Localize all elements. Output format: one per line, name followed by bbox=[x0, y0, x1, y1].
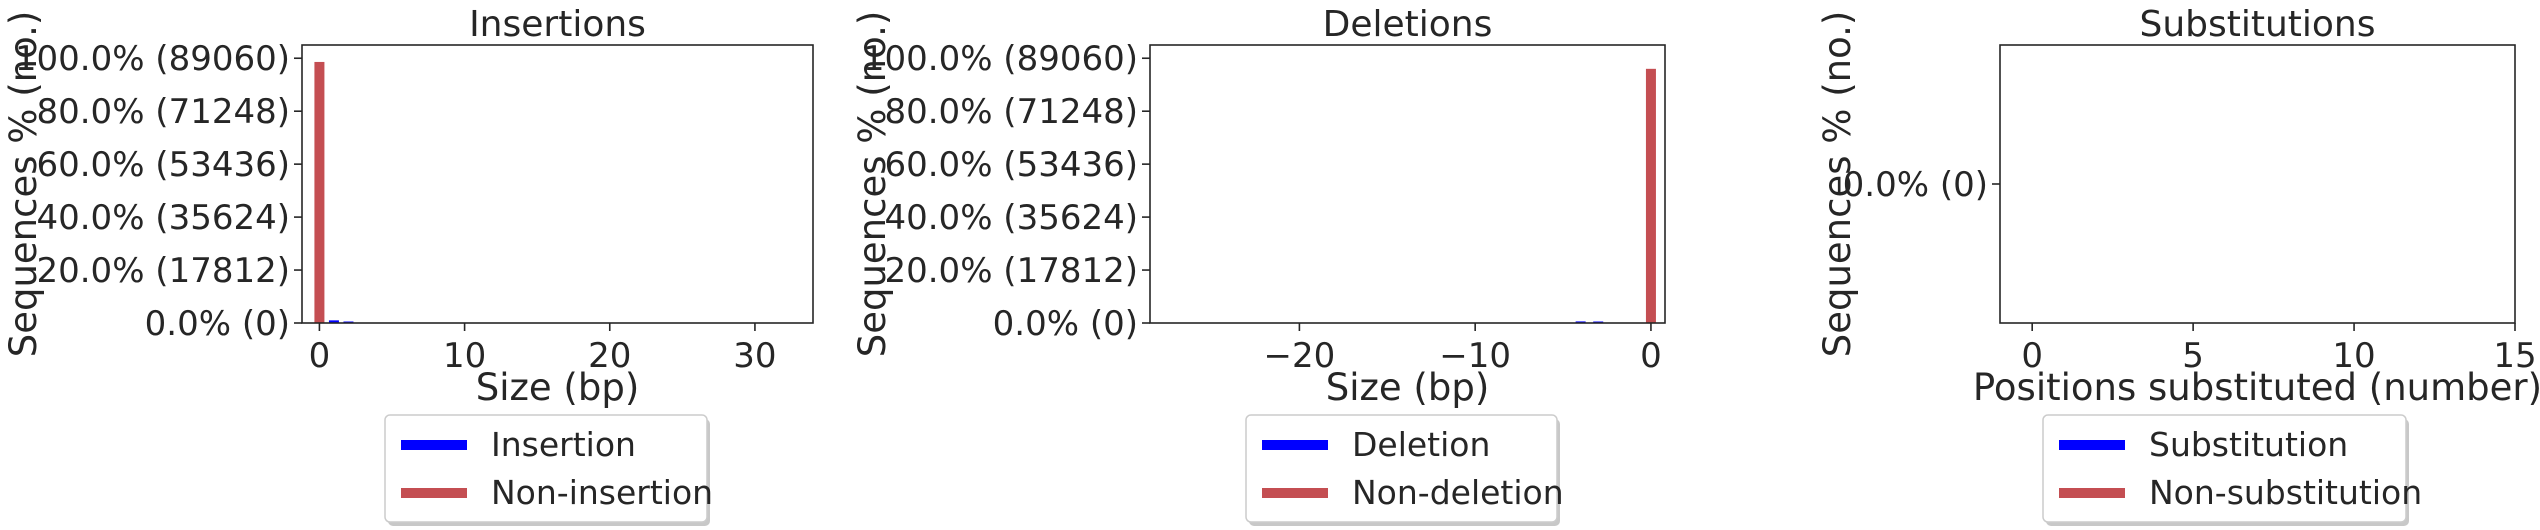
x-axis-label: Size (bp) bbox=[476, 366, 640, 409]
x-tick-label: 5 bbox=[2182, 336, 2204, 376]
y-tick-label: 80.0% (71248) bbox=[36, 92, 290, 132]
plot-area bbox=[301, 44, 814, 324]
y-tick-label: 0.0% (0) bbox=[993, 304, 1138, 344]
plot-area bbox=[1999, 44, 2516, 324]
bar-non-deletion-0 bbox=[1645, 68, 1656, 323]
x-axis-label: Size (bp) bbox=[1326, 366, 1490, 409]
legend-label: Non-deletion bbox=[1352, 473, 1564, 512]
y-tick-label: 80.0% (71248) bbox=[884, 92, 1138, 132]
y-tick-label: 40.0% (35624) bbox=[36, 198, 290, 238]
x-tick-label: 0 bbox=[309, 336, 331, 376]
legend-label: Substitution bbox=[2149, 425, 2348, 464]
x-tick-label: −20 bbox=[1264, 336, 1336, 376]
y-tick-label: 0.0% (0) bbox=[145, 304, 290, 344]
x-tick-label: 15 bbox=[2493, 336, 2536, 376]
x-tick-label: 0 bbox=[2021, 336, 2043, 376]
x-tick-label: −10 bbox=[1439, 336, 1511, 376]
legend: Substitution Non-substitution bbox=[2042, 414, 2422, 526]
legend-label: Non-insertion bbox=[491, 473, 713, 512]
legend-box bbox=[2042, 414, 2407, 523]
x-tick-label: 0 bbox=[1640, 336, 1662, 376]
chart-title: Substitutions bbox=[2139, 4, 2375, 45]
legend: Deletion Non-deletion bbox=[1245, 414, 1564, 526]
plot-area bbox=[1149, 44, 1666, 324]
bar-non-insertion-0 bbox=[314, 61, 325, 323]
y-tick-label: 60.0% (53436) bbox=[884, 145, 1138, 185]
y-tick-label: 60.0% (53436) bbox=[36, 145, 290, 185]
legend: Insertion Non-insertion bbox=[384, 414, 713, 526]
chart-substitutions: 0 5 10 15 0.0% (0) Substitutions Positions sub… bbox=[1816, 4, 2540, 526]
chart-title: Insertions bbox=[469, 4, 646, 45]
chart-title: Deletions bbox=[1323, 4, 1493, 45]
x-tick-label: 20 bbox=[588, 336, 631, 376]
y-axis-label: Sequences % (no.) bbox=[2, 11, 45, 358]
y-tick-label: 100.0% (89060) bbox=[15, 39, 290, 79]
y-tick-label: 100.0% (89060) bbox=[863, 39, 1138, 79]
bar-insertion-1 bbox=[328, 320, 339, 323]
y-tick-label: 20.0% (17812) bbox=[36, 251, 290, 291]
x-axis-label: Positions substituted (number) bbox=[1973, 366, 2540, 409]
y-axis-label: Sequences % (no.) bbox=[1816, 11, 1859, 358]
y-tick-label: 20.0% (17812) bbox=[884, 251, 1138, 291]
x-tick-label: 10 bbox=[2332, 336, 2375, 376]
legend-label: Deletion bbox=[1352, 425, 1490, 464]
legend-label: Non-substitution bbox=[2149, 473, 2422, 512]
y-tick-label: 0.0% (0) bbox=[1843, 165, 1988, 205]
chart-deletions: −20 −10 0 0.0% (0) 20.0% (17812) 40.0% (35624… bbox=[851, 4, 1666, 526]
y-tick-label: 40.0% (35624) bbox=[884, 198, 1138, 238]
legend-label: Insertion bbox=[491, 425, 636, 464]
y-axis-label: Sequences % (no.) bbox=[851, 11, 894, 358]
x-tick-label: 30 bbox=[733, 336, 776, 376]
chart-insertions: 0 10 20 30 0.0% (0) 20.0% (17812) 40.0% (35624… bbox=[2, 4, 814, 526]
x-tick-label: 10 bbox=[443, 336, 486, 376]
